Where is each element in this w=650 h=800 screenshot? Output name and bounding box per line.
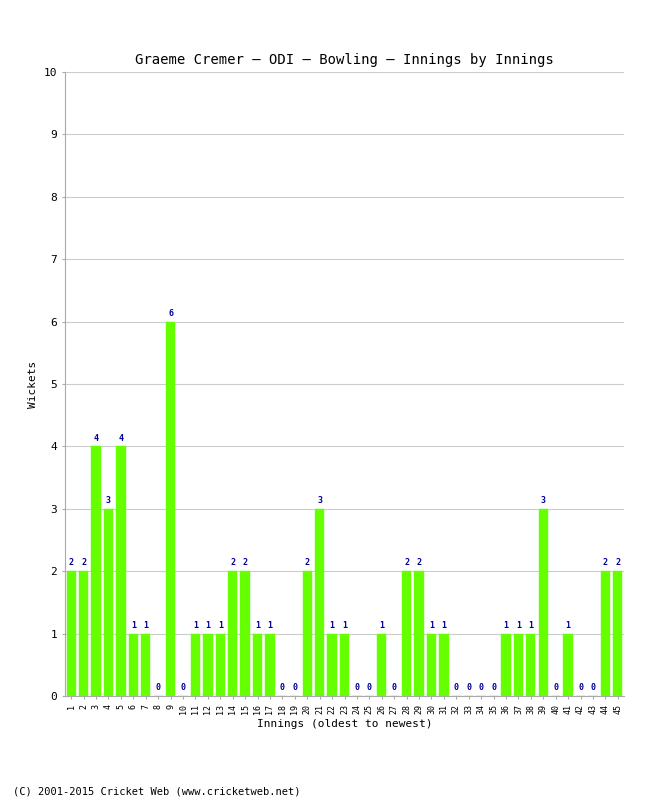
Bar	[129, 634, 138, 696]
Bar	[104, 509, 113, 696]
Bar	[315, 509, 324, 696]
Text: 2: 2	[417, 558, 422, 567]
Text: 1: 1	[429, 621, 434, 630]
Bar	[240, 571, 250, 696]
Text: 2: 2	[69, 558, 73, 567]
Bar	[427, 634, 436, 696]
Text: 1: 1	[255, 621, 260, 630]
Text: 0: 0	[466, 683, 471, 692]
Bar	[216, 634, 225, 696]
Text: 1: 1	[441, 621, 447, 630]
Bar	[116, 446, 125, 696]
Text: 1: 1	[205, 621, 211, 630]
Text: 2: 2	[603, 558, 608, 567]
Bar	[265, 634, 274, 696]
Bar	[402, 571, 411, 696]
Text: 1: 1	[143, 621, 148, 630]
X-axis label: Innings (oldest to newest): Innings (oldest to newest)	[257, 719, 432, 729]
Text: 0: 0	[491, 683, 496, 692]
Text: 3: 3	[106, 496, 111, 505]
Text: 0: 0	[354, 683, 359, 692]
Text: 0: 0	[392, 683, 396, 692]
Text: 2: 2	[230, 558, 235, 567]
Bar	[377, 634, 386, 696]
Bar	[613, 571, 623, 696]
Text: 0: 0	[454, 683, 459, 692]
Text: 1: 1	[267, 621, 272, 630]
Bar	[141, 634, 150, 696]
Text: 1: 1	[528, 621, 534, 630]
Title: Graeme Cremer – ODI – Bowling – Innings by Innings: Graeme Cremer – ODI – Bowling – Innings …	[135, 53, 554, 66]
Text: 3: 3	[541, 496, 546, 505]
Text: 0: 0	[553, 683, 558, 692]
Text: 2: 2	[81, 558, 86, 567]
Text: 1: 1	[504, 621, 508, 630]
Text: 1: 1	[193, 621, 198, 630]
Bar	[564, 634, 573, 696]
Bar	[526, 634, 536, 696]
Text: 0: 0	[367, 683, 372, 692]
Bar	[328, 634, 337, 696]
Bar	[191, 634, 200, 696]
Y-axis label: Wickets: Wickets	[29, 360, 38, 408]
Text: 1: 1	[330, 621, 335, 630]
Text: 0: 0	[155, 683, 161, 692]
Text: 2: 2	[616, 558, 620, 567]
Bar	[92, 446, 101, 696]
Text: 0: 0	[478, 683, 484, 692]
Text: 4: 4	[94, 434, 99, 442]
Text: 3: 3	[317, 496, 322, 505]
Bar	[340, 634, 349, 696]
Text: 6: 6	[168, 309, 173, 318]
Bar	[303, 571, 312, 696]
Text: 1: 1	[342, 621, 347, 630]
Text: 1: 1	[131, 621, 136, 630]
Text: (C) 2001-2015 Cricket Web (www.cricketweb.net): (C) 2001-2015 Cricket Web (www.cricketwe…	[13, 786, 300, 796]
Bar	[501, 634, 511, 696]
Text: 0: 0	[292, 683, 297, 692]
Bar	[203, 634, 213, 696]
Text: 0: 0	[578, 683, 583, 692]
Text: 2: 2	[242, 558, 248, 567]
Text: 2: 2	[404, 558, 409, 567]
Text: 1: 1	[566, 621, 571, 630]
Bar	[253, 634, 262, 696]
Text: 0: 0	[181, 683, 185, 692]
Bar	[228, 571, 237, 696]
Bar	[166, 322, 176, 696]
Text: 4: 4	[118, 434, 124, 442]
Text: 2: 2	[305, 558, 310, 567]
Text: 0: 0	[590, 683, 595, 692]
Bar	[601, 571, 610, 696]
Bar	[415, 571, 424, 696]
Text: 0: 0	[280, 683, 285, 692]
Bar	[539, 509, 548, 696]
Bar	[514, 634, 523, 696]
Bar	[79, 571, 88, 696]
Text: 1: 1	[516, 621, 521, 630]
Bar	[66, 571, 76, 696]
Text: 1: 1	[379, 621, 384, 630]
Bar	[439, 634, 448, 696]
Text: 1: 1	[218, 621, 223, 630]
